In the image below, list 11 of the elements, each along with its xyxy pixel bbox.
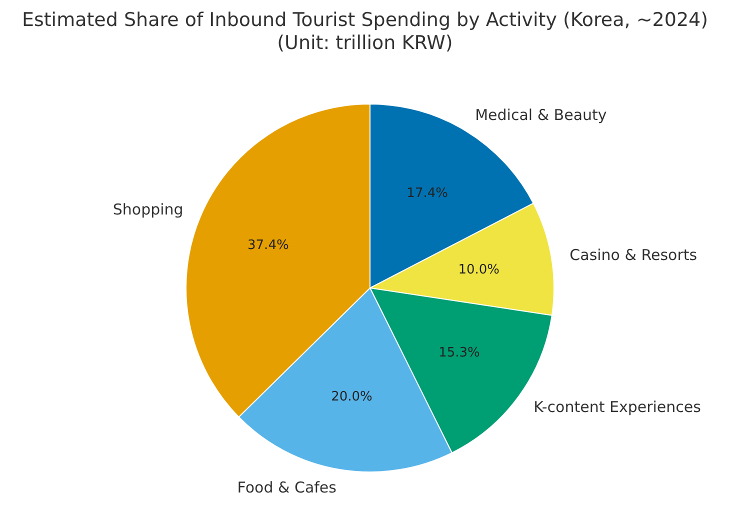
slice-label: Shopping bbox=[112, 200, 184, 219]
data-label: 15.3% bbox=[438, 345, 480, 360]
slice-label: Medical & Beauty bbox=[475, 106, 607, 124]
slice-label: K-content Experiences bbox=[534, 398, 702, 416]
chart-title: Estimated Share of Inbound Tourist Spending by Activity (Korea, ~2024) (Unit: trillion KRW) bbox=[22, 9, 708, 54]
data-label: 20.0% bbox=[331, 389, 372, 404]
data-label: 17.4% bbox=[406, 186, 448, 202]
data-label: 10.0% bbox=[458, 262, 500, 278]
slice-label: Food & Cafes bbox=[237, 478, 337, 497]
slice-label: Casino & Resorts bbox=[570, 246, 698, 264]
data-label: 37.4% bbox=[248, 238, 289, 253]
